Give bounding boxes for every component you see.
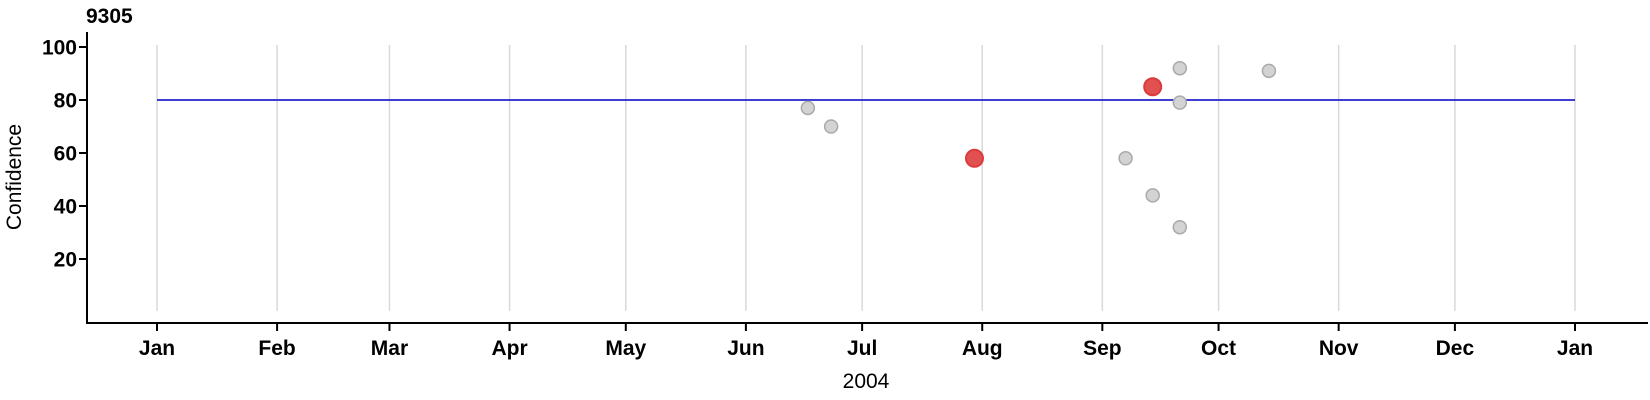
data-point: [1172, 95, 1188, 110]
data-point: [823, 119, 839, 134]
highlighted-data-point: [964, 148, 984, 168]
y-tick-label: 60: [54, 143, 77, 166]
x-tick-label: Nov: [1319, 337, 1359, 360]
x-tick-label: Dec: [1436, 337, 1475, 360]
y-tick-label: 20: [54, 249, 77, 272]
data-point: [1118, 151, 1133, 166]
x-tick-label: Aug: [962, 337, 1003, 360]
x-tick-label: Sep: [1083, 337, 1122, 360]
x-axis-label: 2004: [843, 370, 890, 393]
y-axis-label: Confidence: [3, 124, 26, 230]
x-tick-label: May: [605, 337, 646, 360]
data-point: [800, 100, 816, 116]
chart-title: 9305: [86, 5, 133, 28]
x-tick-label: Jan: [139, 337, 175, 360]
x-tick-label: Jun: [727, 337, 764, 360]
data-point: [1172, 60, 1188, 76]
gridlines-layer: [156, 45, 1576, 311]
x-tick-label: Jan: [1557, 337, 1593, 360]
x-tick-label: Feb: [258, 337, 295, 360]
axes-layer: [79, 32, 1648, 331]
y-tick-label: 40: [54, 196, 77, 219]
data-point: [1172, 219, 1188, 235]
x-tick-label: Apr: [491, 337, 527, 360]
x-tick-label: Jul: [847, 337, 877, 360]
y-tick-label: 100: [42, 37, 77, 60]
x-tick-label: Oct: [1201, 337, 1236, 360]
data-point: [1261, 63, 1277, 79]
y-tick-label: 80: [54, 90, 77, 113]
data-point: [1145, 188, 1160, 203]
tick-labels-layer: Jan Feb Mar Apr May Jun Jul Aug Sep Oct Nov Dec Jan 2…: [42, 37, 1593, 361]
points-layer: [800, 60, 1277, 235]
x-tick-label: Mar: [371, 337, 408, 360]
highlighted-data-point: [1143, 77, 1163, 97]
